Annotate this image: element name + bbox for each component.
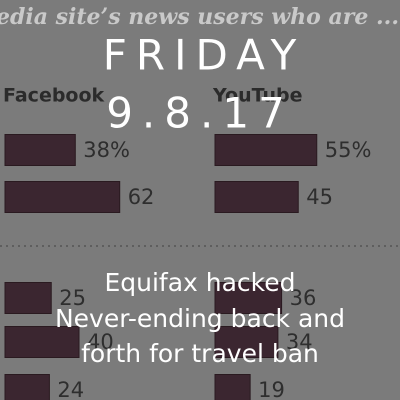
bar-label: 45 (306, 185, 333, 209)
overlay: FRIDAY 9.8.17 Equifax hacked Never-endin… (55, 31, 345, 369)
day: FRIDAY (103, 31, 305, 80)
bar (4, 134, 76, 166)
bar-label: 34 (286, 330, 313, 354)
background-heading: edia site’s news users who are ... (0, 4, 399, 30)
bar (214, 326, 279, 358)
bar (214, 134, 318, 166)
bar-label: 24 (57, 378, 84, 400)
bar-label: 40 (87, 330, 114, 354)
bar (4, 181, 121, 213)
date: 9.8.17 (106, 89, 294, 138)
bar (214, 282, 283, 314)
column-name: YouTube (212, 85, 302, 107)
bar-label: 19 (258, 378, 285, 400)
headline: Equifax hacked (104, 268, 295, 297)
bar-label: 25 (59, 286, 86, 310)
bar (4, 326, 80, 358)
bar (214, 181, 299, 213)
bar (214, 374, 251, 400)
bar-label: 36 (290, 286, 317, 310)
column-name: Facebook (3, 85, 105, 107)
bar-label: 62 (128, 185, 155, 209)
headline: forth for travel ban (81, 339, 319, 368)
bar-label: 38% (83, 138, 130, 162)
bar (4, 282, 52, 314)
bar (4, 374, 50, 400)
headline: Never-ending back and (55, 304, 345, 333)
bar-label: 55% (325, 138, 372, 162)
